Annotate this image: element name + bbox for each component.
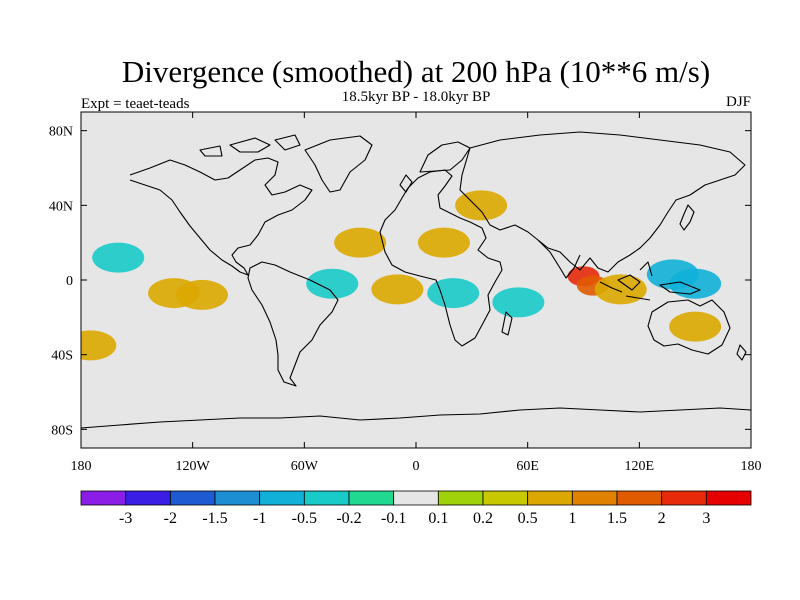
field-feature-5 (306, 268, 359, 299)
field-feature-13 (334, 227, 387, 258)
field-feature-12 (455, 190, 508, 221)
colorbar-swatch-0 (80, 490, 127, 506)
y-tick-label-0: 80N (49, 125, 73, 140)
colorbar-swatch-10 (527, 490, 573, 506)
coastline-asia (459, 131, 746, 273)
colorbar-swatch-14 (705, 490, 752, 506)
coastline-south-america (247, 261, 339, 387)
coastline-arctic-islands (199, 134, 301, 157)
field-feature-6 (427, 278, 480, 309)
colorbar-label-2: -1.5 (202, 510, 227, 527)
y-tick-label-3: 40S (51, 349, 73, 364)
field-feature-15 (669, 311, 722, 342)
field-feature-16 (81, 330, 117, 361)
colorbar-label-8: 0.2 (473, 510, 493, 527)
colorbar-label-1: -2 (164, 510, 177, 527)
coastline-australia (647, 299, 731, 355)
colorbar-label-11: 1.5 (607, 510, 627, 527)
colorbar-swatch-11 (571, 490, 618, 506)
field-feature-11 (417, 227, 470, 258)
coastline-antarctica (81, 407, 751, 429)
colorbar-swatch-3 (214, 490, 261, 506)
colorbar-swatch-13 (661, 490, 707, 506)
field-feature-3 (669, 268, 722, 299)
x-tick-label-2: 60W (291, 459, 319, 474)
colorbar-label-13: 3 (702, 510, 710, 527)
field-feature-14 (371, 274, 424, 305)
x-tick-label-4: 60E (516, 459, 539, 474)
colorbar-swatch-7 (393, 490, 439, 506)
x-tick-label-5: 120E (625, 459, 655, 474)
x-tick-label-0: 180 (71, 459, 92, 474)
colorbar-label-6: -0.1 (381, 510, 406, 527)
y-tick-label-2: 0 (66, 274, 73, 289)
divergence-field-layer (81, 190, 722, 361)
field-feature-10 (175, 279, 228, 310)
coastline-north-america (129, 157, 313, 276)
colorbar-swatch-2 (169, 490, 216, 506)
colorbar-label-4: -0.5 (292, 510, 317, 527)
colorbar-swatch-9 (482, 490, 529, 506)
colorbar-swatch-8 (437, 490, 484, 506)
x-tick-label-1: 120W (176, 459, 211, 474)
coastlines (81, 131, 751, 429)
experiment-label: Expt = teaet-teads (81, 96, 190, 112)
chart-title: Divergence (smoothed) at 200 hPa (10**6 … (122, 54, 710, 89)
colorbar-swatch-6 (348, 490, 395, 506)
coastline-japan (679, 204, 695, 231)
period-subtitle: 18.5kyr BP - 18.0kyr BP (342, 89, 491, 105)
coastline-scandinavia (399, 141, 471, 193)
colorbar: -3 -2 -1.5 -1 -0.5 -0.2 -0.1 0.1 0.2 0.5 1 1.5 2 3 (80, 490, 752, 527)
coastline-madagascar (501, 311, 513, 336)
axis-ticks: 180 120W 60W 0 60E 120E 180 80N 40N 0 40S 80S (49, 112, 762, 474)
colorbar-swatch-5 (303, 490, 350, 506)
x-tick-label-3: 0 (413, 459, 420, 474)
y-tick-label-4: 80S (51, 423, 73, 438)
map-plot-area (80, 111, 752, 449)
colorbar-label-3: -1 (253, 510, 266, 527)
y-tick-label-1: 40N (49, 199, 73, 214)
colorbar-swatch-1 (125, 490, 171, 506)
coastline-new-zealand (736, 344, 747, 361)
coastline-greenland (304, 135, 373, 193)
field-feature-7 (492, 287, 545, 318)
colorbar-label-0: -3 (119, 510, 132, 527)
colorbar-label-9: 0.5 (518, 510, 538, 527)
coastline-india (537, 239, 581, 279)
coastline-europe-africa (379, 169, 503, 347)
colorbar-label-7: 0.1 (428, 510, 448, 527)
field-feature-4 (92, 242, 145, 273)
colorbar-swatch-4 (259, 490, 305, 506)
colorbar-label-10: 1 (568, 510, 576, 527)
coastline-indonesia (599, 261, 701, 301)
colorbar-label-12: 2 (658, 510, 666, 527)
season-label: DJF (726, 94, 751, 110)
colorbar-swatch-12 (616, 490, 663, 506)
colorbar-label-5: -0.2 (336, 510, 361, 527)
x-tick-label-6: 180 (741, 459, 762, 474)
